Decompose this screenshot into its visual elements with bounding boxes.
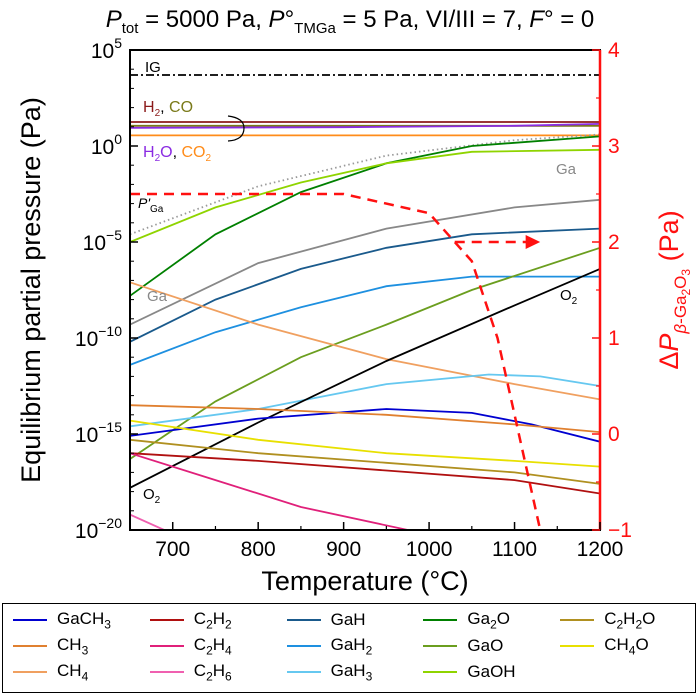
series-c2h6: [130, 513, 165, 530]
legend-label: C2H2O: [604, 608, 656, 632]
series-c2h2o: [130, 438, 600, 485]
legend-item: GaO: [417, 636, 554, 656]
legend-item: GaH: [281, 610, 418, 630]
series-gah3: [130, 373, 600, 428]
x-tick-label: 800: [241, 538, 276, 561]
y2-tick-label: 3: [608, 135, 620, 158]
legend-item: CH4: [7, 660, 144, 684]
series-h2o: [130, 123, 600, 129]
legend-item: GaCH3: [7, 608, 144, 632]
series-ch4o: [130, 419, 600, 468]
legend-label: GaH3: [330, 660, 373, 684]
legend: GaCH3 C2H2 GaH Ga2O C2H2O CH3 C2H4 GaH2 GaO CH4O C…: [2, 603, 696, 693]
y-tick-label: 10−20: [75, 515, 122, 543]
legend-item: C2H2O: [554, 608, 691, 632]
legend-label: GaH: [330, 610, 366, 629]
ga-upper-label: Ga: [556, 161, 577, 178]
legend-label: Ga2O: [467, 608, 510, 632]
series-p-ga2o3: [130, 192, 542, 530]
legend-swatch: [13, 619, 47, 621]
y2-tick-label: 1: [608, 327, 620, 350]
series-ch3: [130, 404, 600, 433]
y2-tick-label: 2: [608, 231, 620, 254]
legend-swatch: [286, 619, 321, 621]
y-axis-label: Equilibrium partial pressure (Pa): [16, 97, 46, 483]
legend-label: C2H4: [193, 634, 232, 658]
legend-label: CH4O: [604, 634, 649, 658]
legend-item: C2H2: [144, 608, 281, 632]
o2-lower-label: O2: [143, 486, 161, 506]
series-ch4: [130, 281, 600, 401]
y-tick-label: 100: [91, 131, 122, 159]
pga-label: P'Ga: [138, 195, 164, 215]
series-gao: [130, 246, 600, 460]
x-tick-label: 1000: [406, 538, 453, 561]
series-ga-upper: [130, 198, 600, 326]
y2-tick-label: −1: [608, 519, 632, 542]
legend-swatch: [286, 671, 321, 673]
legend-swatch: [286, 645, 321, 647]
legend-swatch: [423, 645, 458, 647]
series-o2: [130, 268, 600, 489]
x-tick-label: 900: [326, 538, 361, 561]
legend-swatch: [423, 671, 458, 673]
series-c2h2: [130, 452, 600, 495]
legend-label: CH4: [57, 660, 89, 684]
bracket-mark: [227, 115, 245, 142]
legend-swatch: [149, 645, 184, 647]
legend-swatch: [423, 619, 458, 621]
legend-label: CH3: [57, 634, 89, 658]
y2-axis-label: ΔPβ-Ga2O3 (Pa): [654, 210, 693, 369]
legend-swatch: [560, 619, 595, 621]
legend-label: GaO: [467, 636, 504, 655]
legend-item: Ga2O: [417, 608, 554, 632]
legend-swatch: [149, 619, 184, 621]
legend-label: C2H2: [193, 608, 232, 632]
legend-item: C2H4: [144, 634, 281, 658]
y-tick-label: 10−5: [83, 227, 123, 255]
legend-swatch: [13, 645, 47, 647]
x-tick-label: 700: [155, 538, 190, 561]
legend-label: GaH2: [330, 634, 373, 658]
h2o-co2-label: H2O, CO2: [143, 144, 211, 164]
series-p-ga: [130, 133, 600, 236]
x-tick-label: 1200: [577, 538, 624, 561]
legend-item: CH3: [7, 634, 144, 658]
y2-tick-label: 4: [608, 39, 620, 62]
legend-label: GaCH3: [57, 608, 111, 632]
chart-title: Ptot = 5000 Pa, P°TMGa = 5 Pa, VI/III = …: [106, 6, 595, 37]
o2-upper-label: O2: [560, 287, 578, 307]
legend-item: GaH3: [281, 660, 418, 684]
y2-tick-label: 0: [608, 423, 620, 446]
legend-item: GaOH: [417, 662, 554, 682]
h2-co-label: H2, CO: [143, 99, 193, 119]
legend-label: GaOH: [467, 662, 516, 681]
series-gaoh: [130, 148, 600, 243]
ga-lower-label: Ga: [147, 288, 168, 305]
delta-p-arrow: [454, 235, 541, 249]
series-c2h4: [130, 452, 408, 530]
series-gah2: [130, 275, 600, 366]
y-tick-label: 10−10: [75, 323, 122, 351]
ig-label: IG: [145, 59, 161, 76]
legend-swatch: [149, 671, 184, 673]
legend-label: C2H6: [193, 660, 232, 684]
legend-swatch: [560, 645, 595, 647]
y-tick-label: 105: [91, 35, 122, 63]
x-tick-label: 1100: [492, 538, 537, 561]
legend-item: GaH2: [281, 634, 418, 658]
legend-swatch: [13, 671, 47, 673]
y-tick-label: 10−15: [75, 419, 122, 447]
series-ga2o: [130, 135, 600, 297]
x-axis-label: Temperature (°C): [261, 566, 468, 596]
legend-item: C2H6: [144, 660, 281, 684]
chart: Ptot = 5000 Pa, P°TMGa = 5 Pa, VI/III = …: [16, 6, 693, 596]
legend-item: CH4O: [554, 634, 691, 658]
